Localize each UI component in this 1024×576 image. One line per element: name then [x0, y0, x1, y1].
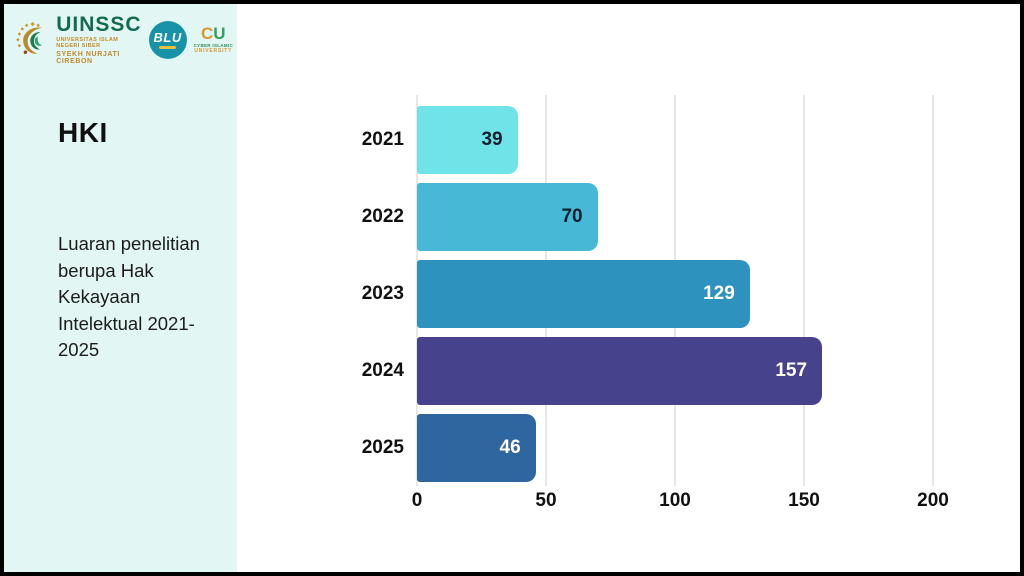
- value-label: 157: [775, 360, 808, 381]
- x-axis-tick-label: 100: [659, 490, 691, 511]
- blu-logo-tagline: [159, 46, 177, 50]
- bar-2023: 129: [417, 260, 750, 328]
- uinssc-emblem-icon: [16, 21, 43, 54]
- gridline: [803, 95, 805, 486]
- logo-row: UINSSC UNIVERSITAS ISLAM NEGERI SIBER SY…: [4, 4, 237, 65]
- ciu-line1: CYBER ISLAMIC: [193, 42, 233, 48]
- uinssc-university-name: UNIVERSITAS ISLAM NEGERI SIBER: [56, 37, 119, 49]
- bar-row: 2025 46: [335, 414, 933, 482]
- bar-row: 2023 129: [335, 260, 933, 328]
- x-axis: 0 50 100 150 200: [412, 490, 949, 514]
- bar-row: 2021 39: [335, 106, 933, 174]
- chart-description: Luaran penelitian berupa Hak Kekayaan In…: [58, 233, 200, 361]
- category-label: 2023: [361, 283, 404, 304]
- x-axis-tick-label: 50: [535, 490, 557, 511]
- bar-track: 129: [417, 260, 933, 328]
- value-label: 70: [561, 206, 583, 227]
- bar-track: 70: [417, 183, 933, 251]
- bar-track: 46: [417, 414, 933, 482]
- value-label: 39: [481, 129, 503, 150]
- x-axis-tick-label: 0: [411, 490, 423, 511]
- bar-2024: 157: [417, 337, 823, 405]
- bar-row: 2024 157: [335, 337, 933, 405]
- page-title: HKI: [58, 117, 108, 149]
- category-label: 2021: [361, 129, 404, 150]
- chart-area: 2021 39 2022 70 2023 129 2024 157 2025 46 0 50 100 1…: [237, 4, 1020, 572]
- bar-2025: 46: [417, 414, 536, 482]
- ciu-logo: CU CYBER ISLAMIC UNIVERSITY: [194, 25, 233, 55]
- uinssc-logo-text: UINSSC UNIVERSITAS ISLAM NEGERI SIBER SY…: [56, 13, 142, 65]
- ciu-line2: UNIVERSITY: [194, 48, 233, 55]
- bar-rows: 2021 39 2022 70 2023 129 2024 157 2025 46: [335, 106, 933, 491]
- gridline: [932, 95, 934, 486]
- ciu-monogram: CU: [201, 23, 226, 43]
- uinssc-acronym: UINSSC: [56, 13, 142, 36]
- bar-row: 2022 70: [335, 183, 933, 251]
- value-label: 46: [499, 437, 521, 458]
- uinssc-campus-name: SYEKH NURJATI CIREBON: [56, 50, 120, 65]
- bar-2022: 70: [417, 183, 598, 251]
- bar-track: 39: [417, 106, 933, 174]
- x-axis-tick-label: 150: [788, 490, 820, 511]
- blu-logo: BLU: [148, 20, 187, 59]
- bar-track: 157: [417, 337, 933, 405]
- value-label: 129: [703, 283, 735, 304]
- category-label: 2024: [361, 360, 404, 381]
- x-axis-tick-label: 200: [917, 490, 949, 511]
- sidebar: UINSSC UNIVERSITAS ISLAM NEGERI SIBER SY…: [4, 4, 237, 572]
- category-label: 2025: [361, 437, 404, 458]
- category-label: 2022: [361, 206, 404, 227]
- bar-2021: 39: [417, 106, 518, 174]
- blu-logo-label: BLU: [153, 30, 182, 46]
- slide-canvas: UINSSC UNIVERSITAS ISLAM NEGERI SIBER SY…: [4, 4, 1020, 572]
